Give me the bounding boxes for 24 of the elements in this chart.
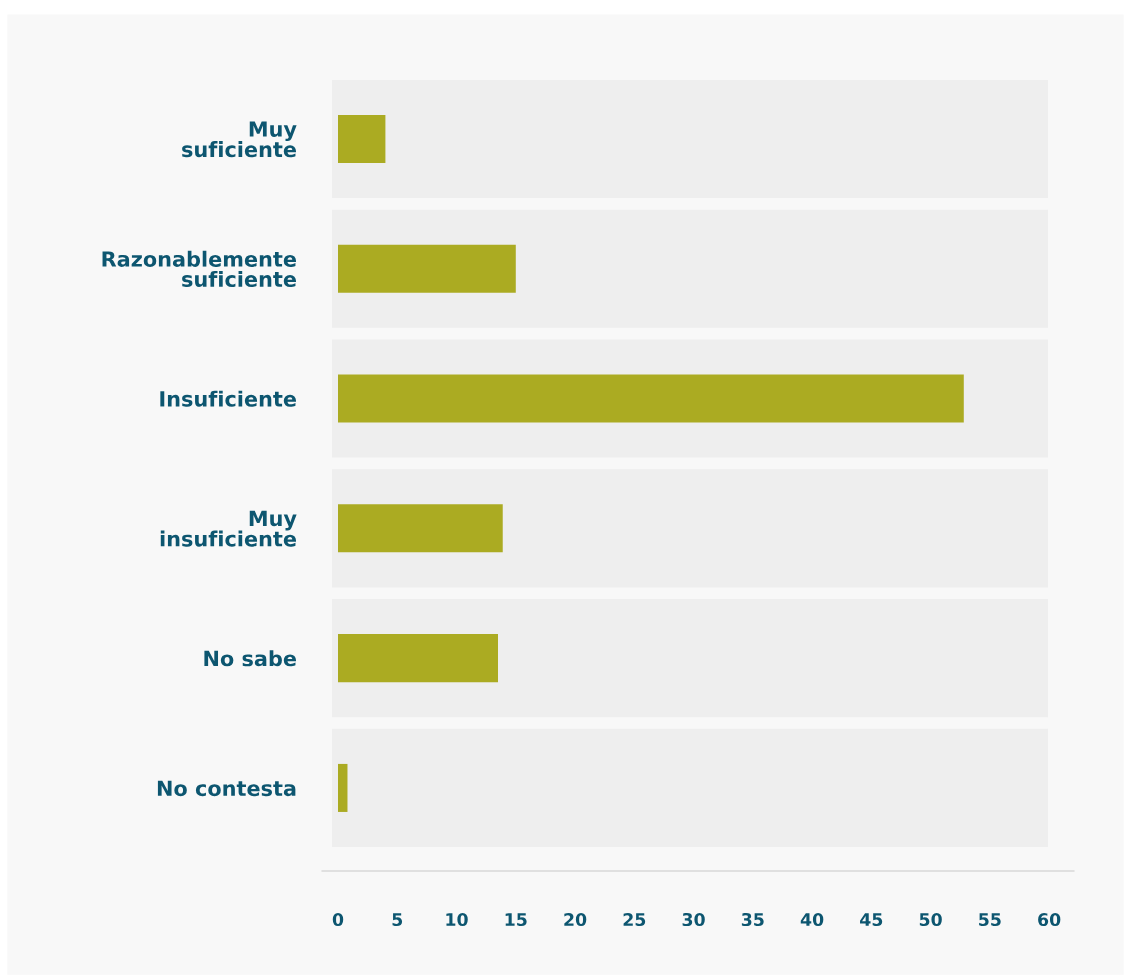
y-tick-label: Insuficiente bbox=[160, 390, 296, 407]
x-tick-label: 25 bbox=[623, 912, 646, 927]
x-tick-label: 40 bbox=[800, 912, 824, 927]
x-tick-label: 45 bbox=[860, 913, 883, 927]
x-tick-label: 35 bbox=[741, 912, 764, 927]
y-tick-label: No sabe bbox=[204, 650, 296, 667]
y-tick-label: Muy suficiente bbox=[182, 121, 297, 158]
bar bbox=[338, 114, 386, 163]
x-tick-label: 30 bbox=[682, 912, 705, 927]
y-tick-label: Razonablemente suficiente bbox=[102, 250, 296, 288]
x-tick-label: 10 bbox=[446, 912, 468, 927]
y-tick-label: Muy insuficiente bbox=[160, 510, 297, 547]
bar bbox=[338, 634, 498, 683]
x-tick-label: 55 bbox=[979, 913, 1001, 927]
y-tick-label: No contesta bbox=[157, 780, 296, 797]
bar bbox=[338, 763, 348, 812]
x-tick-label: 5 bbox=[392, 913, 403, 927]
x-tick-label: 50 bbox=[919, 912, 942, 927]
bar bbox=[338, 504, 503, 553]
x-tick-label: 15 bbox=[505, 913, 527, 927]
x-tick-label: 20 bbox=[564, 912, 587, 927]
x-tick-label: 60 bbox=[1038, 912, 1061, 927]
bar bbox=[338, 244, 516, 293]
x-tick-label: 0 bbox=[332, 912, 344, 927]
